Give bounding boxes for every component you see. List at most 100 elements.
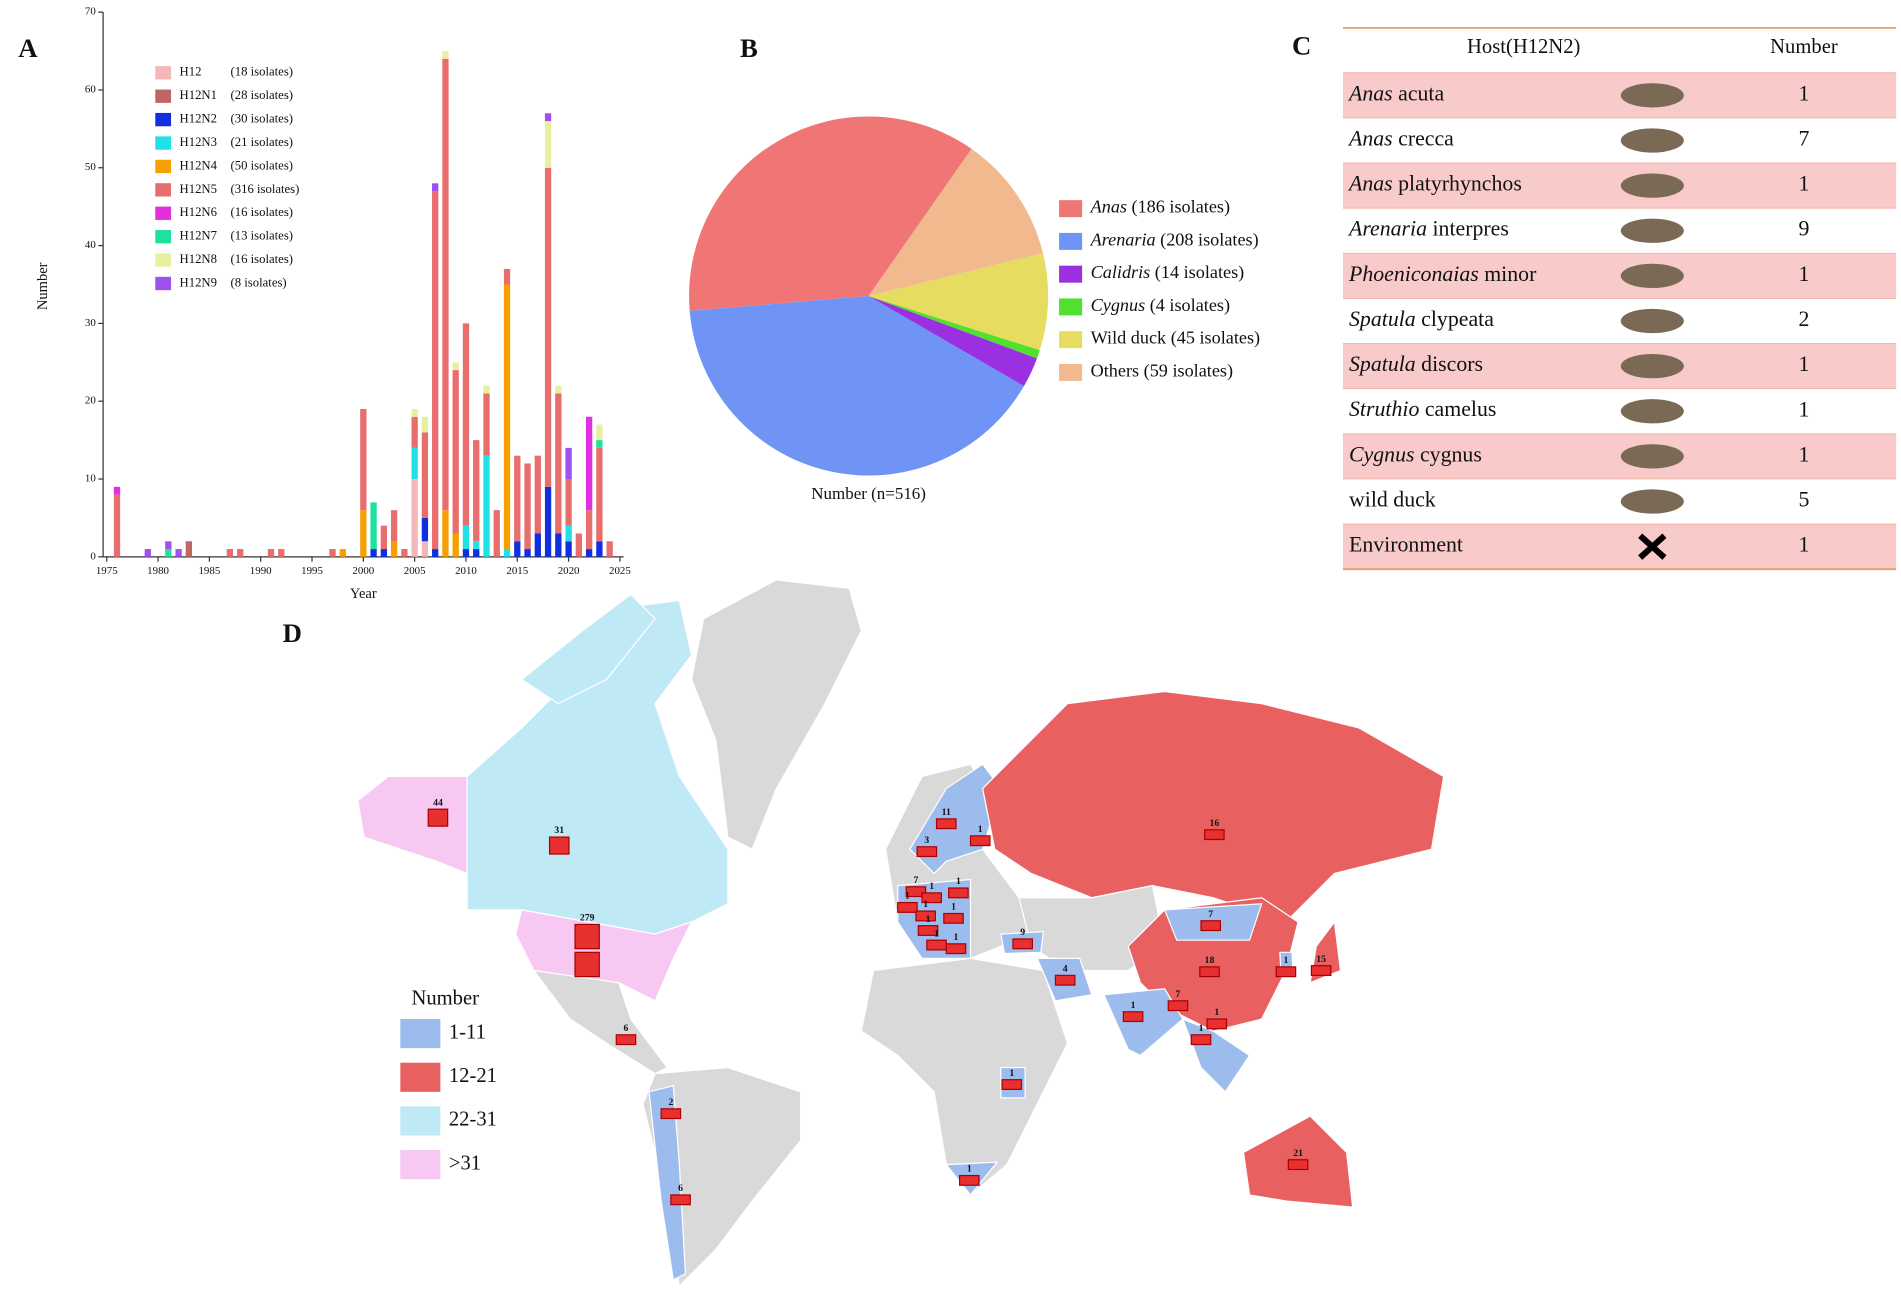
x-tick-label: 2000 — [352, 565, 374, 577]
map-marker-label: 31 — [554, 825, 564, 836]
bird-icon — [1620, 83, 1684, 108]
legend-name: Others — [1091, 361, 1140, 381]
bird-icon — [1620, 263, 1684, 289]
bar-segment — [411, 408, 418, 417]
host-number: 1 — [1798, 352, 1809, 376]
alaska — [357, 775, 468, 875]
bar-segment — [565, 447, 572, 480]
panel-label: A — [18, 33, 38, 63]
bar-segment — [165, 549, 172, 557]
host-name: Environment — [1349, 533, 1463, 557]
host-species: minor — [1479, 262, 1537, 286]
greenland — [690, 579, 862, 851]
legend-label: H12N4 — [180, 158, 218, 172]
bird-icon — [1620, 489, 1684, 514]
x-tick-label: 1990 — [250, 565, 272, 577]
environment-cross — [1638, 533, 1667, 560]
bar-segment — [503, 284, 511, 550]
host-genus: Spatula — [1349, 352, 1416, 376]
legend-swatch — [155, 230, 172, 244]
y-tick-label: 0 — [90, 550, 96, 562]
chile-peru — [648, 1085, 687, 1281]
y-tick-label: 50 — [85, 161, 96, 173]
legend-count: (28 isolates) — [230, 88, 293, 102]
bar-segment — [514, 455, 521, 542]
bar-segment — [329, 549, 336, 557]
legend-label: Wild duck (45 isolates) — [1091, 328, 1261, 349]
legend-label: H12N5 — [180, 182, 217, 196]
bird-icon — [1620, 308, 1684, 334]
bar-segment — [596, 447, 603, 542]
bar-segment — [585, 416, 593, 511]
map-marker-label: 2 — [668, 1097, 673, 1108]
legend-label: Cygnus (4 isolates) — [1091, 295, 1230, 316]
bar-segment — [339, 549, 346, 557]
host-species: crecca — [1393, 126, 1454, 150]
bar-segment — [421, 541, 429, 557]
bar-segment — [483, 393, 490, 456]
legend-swatch — [155, 66, 172, 80]
bar-segment — [462, 323, 470, 526]
canada-islands — [520, 593, 656, 705]
legend-swatch — [1059, 298, 1083, 316]
legend-count: (186 isolates) — [1132, 197, 1231, 218]
x-tick-label: 1975 — [96, 565, 118, 577]
legend-count: (18 isolates) — [230, 65, 293, 79]
legend-swatch — [155, 89, 172, 103]
host-number: 1 — [1798, 172, 1809, 196]
host-name: Anas crecca — [1347, 126, 1454, 150]
map-marker — [660, 1108, 682, 1120]
map-marker — [916, 846, 938, 858]
legend-name: Arenaria — [1090, 230, 1156, 250]
bar-segment — [226, 549, 234, 557]
map-marker — [1001, 1079, 1023, 1091]
bar-segment — [421, 416, 429, 433]
map-legend-swatch — [400, 1106, 441, 1136]
x-axis-title: Year — [350, 586, 377, 602]
legend-label: H12N1 — [180, 88, 217, 102]
map-marker-label: 1 — [1009, 1068, 1014, 1079]
map-marker — [921, 892, 943, 904]
bar-segment — [442, 58, 449, 511]
bar-segment — [113, 486, 121, 495]
host-genus: Anas — [1347, 172, 1393, 196]
x-tick-label: 2025 — [609, 565, 631, 577]
legend-swatch — [1059, 232, 1083, 250]
map-marker — [1054, 974, 1076, 986]
map-marker — [905, 886, 927, 898]
map-marker — [574, 951, 600, 978]
legend-swatch — [155, 159, 172, 174]
table-row-band — [1342, 253, 1897, 299]
bar-segment — [534, 533, 541, 557]
map-marker-label: 3 — [924, 835, 929, 846]
legend-count: (316 isolates) — [230, 182, 299, 196]
bar-segment — [524, 463, 531, 550]
legend-swatch — [155, 253, 172, 267]
bar-segment — [411, 479, 418, 557]
map-marker-label: 1 — [1199, 1023, 1204, 1034]
map-marker — [1167, 1000, 1189, 1012]
map-marker — [969, 835, 991, 847]
map-marker — [1275, 966, 1297, 978]
host-number: 5 — [1798, 488, 1809, 512]
map-marker-label: 1 — [956, 876, 961, 887]
map-marker — [926, 939, 947, 951]
host-species: discors — [1416, 352, 1483, 376]
legend-name: Anas — [1090, 197, 1127, 217]
bar-segment — [565, 541, 572, 557]
legend-count: (30 isolates) — [230, 112, 293, 126]
map-marker-label: 1 — [905, 891, 910, 902]
y-tick-label: 60 — [85, 83, 96, 95]
host-name: Cygnus cygnus — [1349, 442, 1482, 466]
pie-slice — [868, 148, 1043, 297]
map-marker-label: 1 — [934, 928, 939, 939]
map-marker-label: 6 — [678, 1183, 683, 1194]
bar-segment — [503, 268, 511, 285]
table-row-band — [1342, 343, 1897, 389]
host-name: Anas acuta — [1347, 81, 1444, 105]
bar-segment — [432, 549, 439, 557]
map-marker-label: 6 — [624, 1023, 629, 1034]
bar-segment — [555, 385, 562, 394]
legend-name: Calidris — [1091, 262, 1151, 282]
